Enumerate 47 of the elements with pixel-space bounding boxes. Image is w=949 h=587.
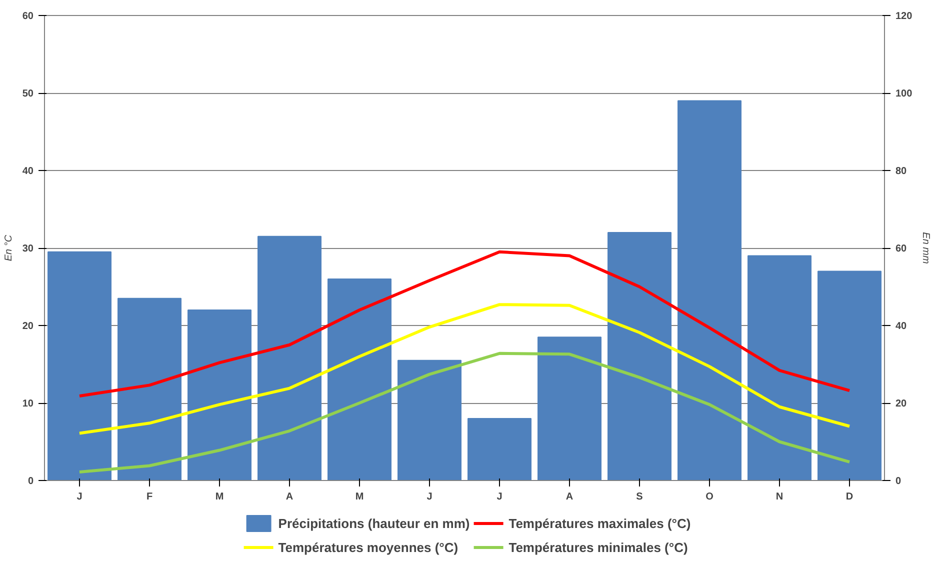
bar [818, 270, 882, 480]
line-series [78, 303, 851, 435]
legend-label: Températures maximales (°C) [508, 516, 691, 530]
bar [328, 278, 392, 480]
y-tick-label: 50 [22, 88, 34, 100]
y-tick-label: 20 [22, 321, 34, 332]
x-tick-label: O [706, 492, 714, 502]
x-tick-label: A [566, 492, 574, 502]
y-axis-title: En °C [3, 234, 14, 262]
bar [678, 100, 742, 480]
bar [188, 310, 252, 480]
y2-tick-label: 100 [896, 88, 913, 100]
legend-label: Températures moyennes (°C) [278, 540, 458, 554]
y2-tick-label: 60 [896, 244, 908, 254]
x-tick-label: N [776, 492, 784, 502]
x-tick-label: J [76, 492, 82, 502]
x-tick-label: M [355, 492, 364, 502]
y-tick-label: 0 [28, 476, 34, 487]
y2-tick-label: 80 [896, 166, 908, 177]
x-tick-label: J [496, 492, 502, 502]
y-tick-label: 60 [22, 11, 34, 22]
bar [398, 360, 462, 480]
line-series [78, 352, 851, 474]
legend-label: Précipitations (hauteur en mm) [278, 516, 470, 530]
bar [468, 418, 532, 480]
bar [48, 251, 112, 480]
line-series [78, 250, 851, 398]
bar [748, 255, 812, 480]
y-tick-label: 10 [22, 398, 34, 410]
y-tick-label: 40 [22, 166, 34, 177]
x-tick-label: J [426, 492, 432, 502]
y-tick-label: 30 [22, 244, 34, 254]
bar [608, 232, 672, 480]
x-tick-label: A [286, 492, 294, 502]
y2-tick-label: 20 [896, 398, 908, 410]
x-tick-label: D [846, 492, 854, 502]
bar [258, 236, 322, 480]
x-tick-label: M [215, 492, 224, 502]
y2-tick-label: 120 [896, 11, 913, 22]
legend-label: Températures minimales (°C) [508, 540, 688, 554]
x-tick-label: S [636, 492, 644, 502]
y2-tick-label: 40 [896, 321, 908, 332]
y2-axis-title: En mm [920, 232, 932, 264]
y2-tick-label: 0 [896, 476, 902, 487]
x-tick-label: F [146, 492, 153, 502]
bar [118, 298, 182, 480]
bar [538, 336, 602, 480]
